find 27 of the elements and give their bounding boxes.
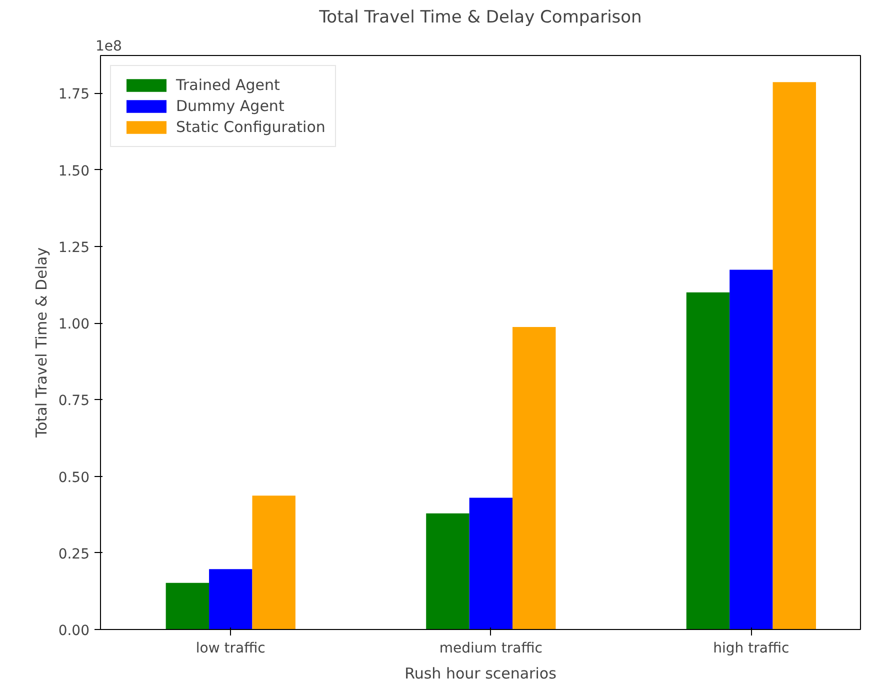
text: 1e8 (96, 38, 122, 54)
y-tick-label: 1.25 (58, 240, 90, 256)
bar (686, 292, 730, 630)
x-tick-label: medium traffic (439, 640, 542, 656)
y-tick-label: 1.50 (58, 163, 90, 180)
y-tick-label: 0.00 (58, 623, 90, 639)
bar (469, 498, 513, 630)
y-tick-label: 0.75 (58, 393, 90, 410)
chart-title: Total Travel Time & Delay Comparison (318, 8, 642, 28)
y-axis-title: Total Travel Time & Delay (32, 247, 50, 439)
x-tick-label: low traffic (196, 640, 266, 656)
bar (426, 513, 470, 630)
bar (772, 82, 816, 630)
y-tick-label: 1.75 (58, 86, 90, 103)
bar (209, 569, 252, 630)
bar (512, 327, 556, 630)
y-tick-label: 0.25 (58, 546, 90, 562)
legend-label: Static Configuration (176, 118, 326, 136)
bar (252, 496, 296, 630)
bar (730, 270, 773, 630)
x-tick-label: high traffic (713, 640, 790, 656)
bar (166, 582, 210, 630)
x-axis-title: Rush hour scenarios (404, 664, 557, 682)
y-tick-label: 1.00 (58, 316, 90, 333)
y-tick-label: 0.50 (58, 470, 90, 486)
legend-label: Dummy Agent (176, 97, 284, 115)
legend-label: Trained Agent (176, 76, 280, 94)
